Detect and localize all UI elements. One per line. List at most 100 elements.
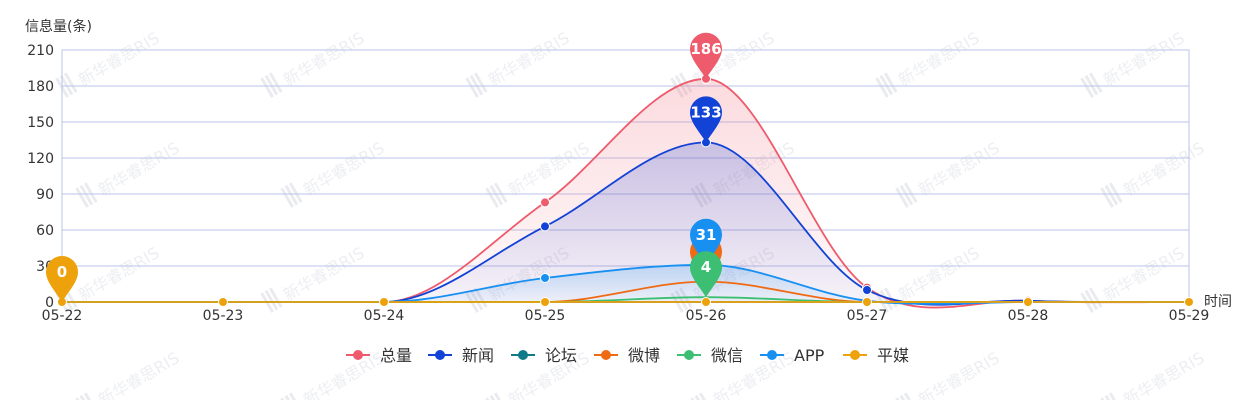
legend-item-新闻: 新闻 bbox=[428, 346, 494, 365]
legend-marker bbox=[518, 350, 528, 360]
max-pin-label: 4 bbox=[701, 258, 711, 276]
y-tick-label: 0 bbox=[45, 295, 54, 311]
legend-label: 平媒 bbox=[877, 346, 909, 365]
watermark-logo: 新华睿思RIS bbox=[260, 28, 368, 98]
legend-label: 新闻 bbox=[462, 346, 494, 365]
watermark-stripe bbox=[284, 184, 299, 206]
y-tick-label: 120 bbox=[27, 151, 54, 167]
x-tick-label: 05-24 bbox=[364, 308, 405, 324]
x-tick-label: 05-28 bbox=[1008, 308, 1049, 324]
watermark-logo: 新华睿思RIS bbox=[260, 243, 368, 313]
data-point-平媒 bbox=[218, 297, 228, 307]
watermark-stripe bbox=[879, 74, 894, 96]
watermark-stripe bbox=[469, 74, 484, 96]
watermark-stripe bbox=[288, 182, 303, 203]
watermark-stripe bbox=[485, 187, 499, 208]
x-axis-label: 时间 bbox=[1204, 294, 1232, 310]
watermark-stripe bbox=[83, 182, 98, 203]
max-pin-微信: 4 bbox=[690, 251, 722, 298]
watermark-logo: 新华睿思RIS bbox=[1080, 28, 1188, 98]
watermark-logo: 新华睿思RIS bbox=[690, 348, 798, 404]
max-pin-shape bbox=[690, 32, 722, 79]
data-point-平媒 bbox=[1023, 297, 1033, 307]
legend-marker bbox=[850, 350, 860, 360]
legend-marker bbox=[767, 350, 777, 360]
watermark-stripe bbox=[1088, 72, 1103, 93]
watermark-text: 新华睿思RIS bbox=[915, 138, 1002, 199]
watermark-stripe bbox=[280, 187, 294, 208]
legend-marker bbox=[435, 350, 445, 360]
watermark-stripe bbox=[899, 184, 914, 206]
watermark-text: 新华睿思RIS bbox=[895, 28, 982, 89]
watermark-text: 新华睿思RIS bbox=[95, 138, 182, 199]
watermark-stripe bbox=[75, 187, 89, 208]
max-pin-新闻: 133 bbox=[690, 96, 722, 143]
legend-item-总量: 总量 bbox=[346, 346, 412, 365]
data-point-总量 bbox=[540, 197, 550, 208]
watermark-logo: 新华睿思RIS bbox=[1100, 138, 1208, 208]
line-layer bbox=[62, 77, 1190, 309]
watermark-logo: 新华睿思RIS bbox=[895, 348, 1003, 404]
watermark-logo: 新华睿思RIS bbox=[1100, 348, 1208, 404]
watermark-text: 新华睿思RIS bbox=[1120, 138, 1207, 199]
legend-marker bbox=[353, 350, 363, 360]
watermark-logo: 新华睿思RIS bbox=[280, 348, 388, 404]
legend-marker bbox=[601, 350, 611, 360]
data-point-APP bbox=[540, 273, 550, 283]
data-point-平媒 bbox=[862, 297, 872, 307]
watermark-stripe bbox=[1080, 77, 1094, 98]
data-point-新闻 bbox=[540, 221, 550, 232]
watermark-text: 新华睿思RIS bbox=[280, 243, 367, 304]
x-axis-ticks: 05-22 05-23 05-24 05-25 05-26 05-27 05-28 05-29 bbox=[42, 308, 1210, 324]
legend-item-APP: APP bbox=[760, 346, 825, 365]
legend-label: 微信 bbox=[711, 346, 743, 365]
y-tick-label: 210 bbox=[27, 43, 54, 59]
x-tick-label: 05-27 bbox=[847, 308, 888, 324]
watermark-stripe bbox=[493, 182, 508, 203]
pin-layer: 186 133 31 4 0 bbox=[46, 32, 722, 302]
watermark-stripe bbox=[1100, 187, 1114, 208]
x-tick-label: 05-23 bbox=[203, 308, 244, 324]
watermark-stripe bbox=[489, 184, 504, 206]
series-area-APP bbox=[62, 264, 1189, 304]
legend-item-论坛: 论坛 bbox=[511, 346, 577, 365]
max-pin-label: 133 bbox=[690, 103, 721, 121]
watermark-stripe bbox=[1108, 182, 1123, 203]
series-area-新闻 bbox=[62, 142, 1189, 305]
watermark-stripe bbox=[59, 74, 74, 96]
watermark-text: 新华睿思RIS bbox=[485, 28, 572, 89]
watermark-text: 新华睿思RIS bbox=[75, 243, 162, 304]
watermark-text: 新华睿思RIS bbox=[1120, 348, 1207, 400]
max-pin-shape bbox=[690, 251, 722, 298]
x-tick-label: 05-26 bbox=[686, 308, 727, 324]
max-pin-label: 186 bbox=[690, 40, 721, 58]
watermark-logo: 新华睿思RIS bbox=[465, 28, 573, 98]
max-pin-平媒: 0 bbox=[46, 256, 78, 302]
y-tick-label: 60 bbox=[36, 223, 54, 239]
watermark-stripe bbox=[1084, 289, 1099, 311]
legend: 总量 新闻 论坛 微博 微信 APP 平媒 bbox=[346, 346, 909, 365]
watermark-logo: 新华睿思RIS bbox=[895, 138, 1003, 208]
watermark-stripe bbox=[1084, 74, 1099, 96]
watermark-stripe bbox=[260, 77, 274, 98]
watermark-stripe bbox=[883, 72, 898, 93]
max-pin-shape bbox=[690, 218, 722, 265]
watermark-text: 新华睿思RIS bbox=[300, 138, 387, 199]
y-axis-label: 信息量(条) bbox=[25, 18, 92, 35]
watermark-text: 新华睿思RIS bbox=[1100, 243, 1187, 304]
watermark-stripe bbox=[875, 77, 889, 98]
x-tick-label: 05-25 bbox=[525, 308, 566, 324]
y-tick-label: 90 bbox=[36, 187, 54, 203]
data-point-新闻 bbox=[862, 285, 872, 295]
legend-item-微信: 微信 bbox=[677, 346, 743, 365]
watermark-stripe bbox=[473, 72, 488, 93]
area-layer bbox=[62, 78, 1189, 308]
max-pin-label: 0 bbox=[57, 263, 67, 281]
watermark-text: 新华睿思RIS bbox=[75, 28, 162, 89]
watermark-text: 新华睿思RIS bbox=[1100, 28, 1187, 89]
max-pin-APP: 31 bbox=[690, 218, 722, 265]
max-pin-shape bbox=[690, 96, 722, 143]
